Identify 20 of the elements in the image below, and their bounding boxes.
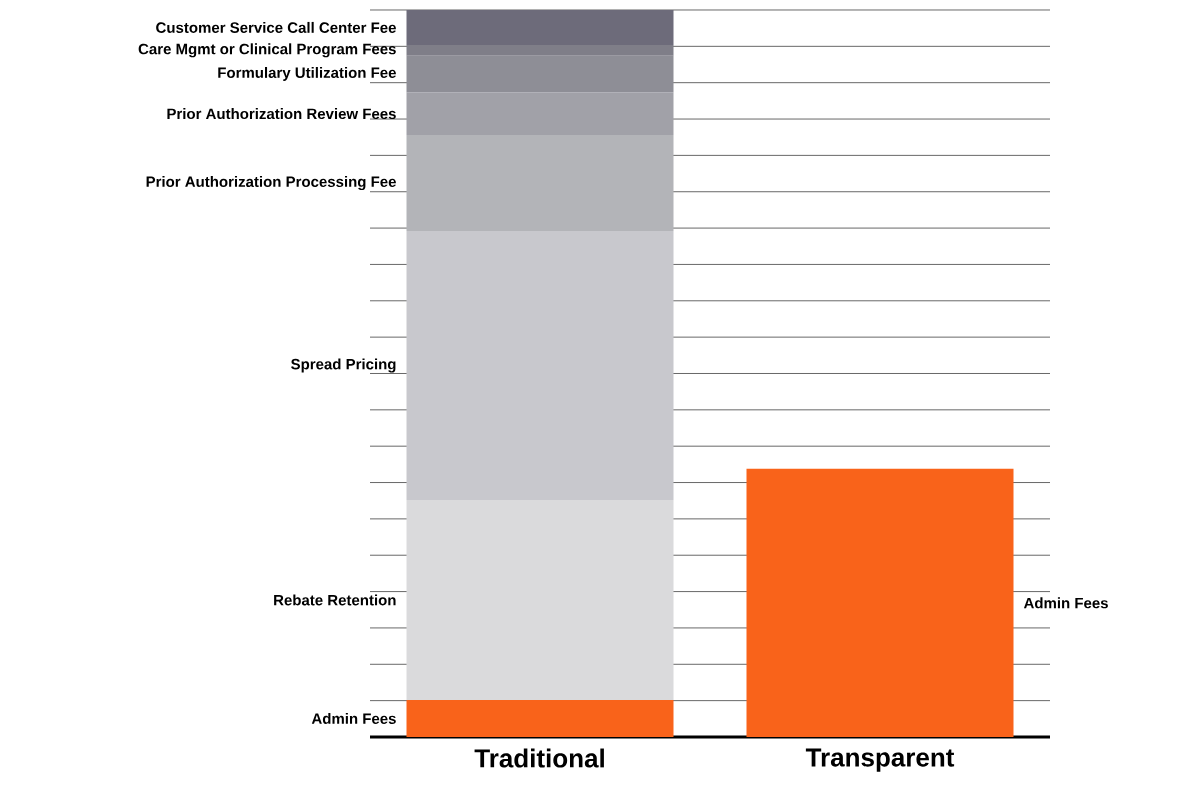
text: Admin Fees (311, 712, 396, 724)
bar (406, 92, 674, 136)
bar (406, 135, 674, 231)
bar (406, 55, 674, 93)
bar (406, 44, 674, 56)
bar (406, 230, 674, 500)
series-label: Care Mgmt or Clinical Program Fees (138, 43, 396, 58)
x-tick-label: Transparent (805, 748, 955, 772)
bar (406, 9, 674, 45)
series-label: Formulary Utilization Fee (218, 66, 396, 81)
series-label: Prior Authorization Review Fees (167, 108, 396, 120)
bar (746, 468, 1014, 737)
series-label: Prior Authorization Processing Fee (146, 175, 396, 191)
series-label: Spread Pricing (291, 358, 396, 373)
series-label: Admin Fees (1023, 597, 1108, 609)
series-label: Customer Service Call Center Fee (156, 21, 396, 33)
bar (406, 499, 674, 700)
bar (406, 699, 674, 737)
series-label: Rebate Retention (274, 594, 396, 606)
x-tick-label: Traditional (474, 748, 604, 768)
